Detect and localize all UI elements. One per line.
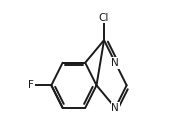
Text: N: N <box>111 58 119 68</box>
Text: N: N <box>111 103 119 113</box>
Text: Cl: Cl <box>99 13 109 23</box>
Text: F: F <box>28 80 34 90</box>
